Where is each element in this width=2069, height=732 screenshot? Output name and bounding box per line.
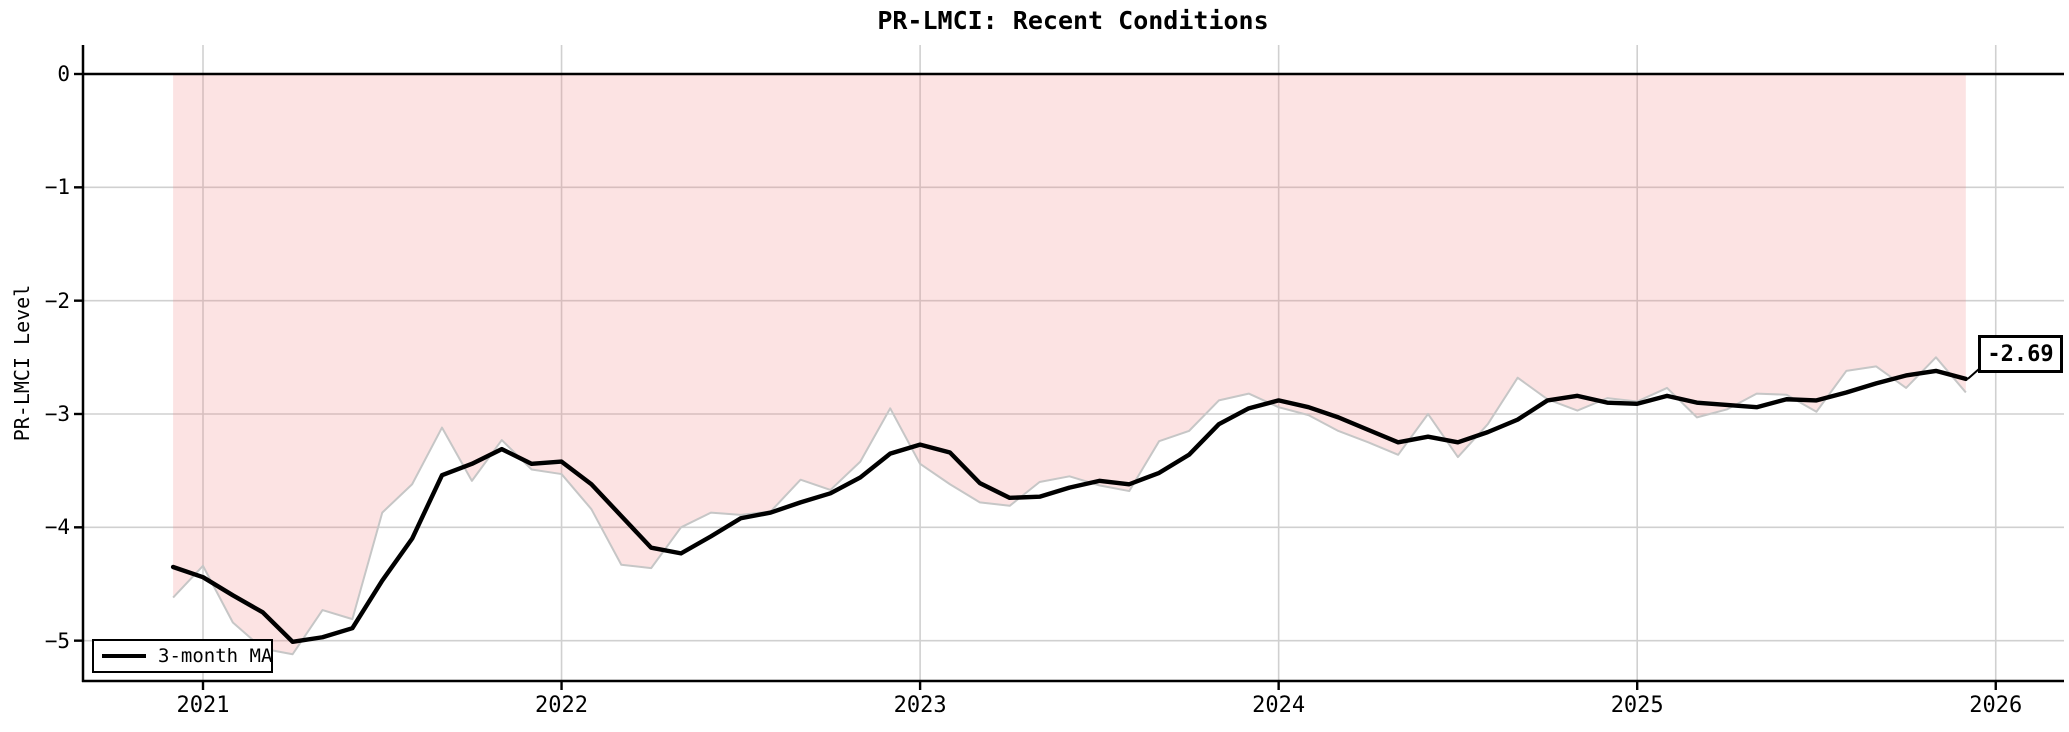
x-tick-label: 2025	[1610, 693, 1664, 718]
x-tick-label: 2021	[176, 693, 230, 718]
chart-title: PR-LMCI: Recent Conditions	[877, 6, 1269, 35]
negative-region-fill	[173, 74, 1966, 655]
x-tick-label: 2022	[535, 693, 589, 718]
legend-label: 3-month MA	[158, 645, 273, 667]
annotation-leader-line	[1967, 368, 1980, 380]
x-tick-label: 2023	[893, 693, 947, 718]
legend-line-swatch	[102, 654, 146, 658]
monthly-series-line	[172, 356, 1967, 656]
x-tick-label: 2026	[1969, 693, 2023, 718]
y-tick-label: −4	[44, 515, 70, 540]
ma-series-line	[170, 368, 1969, 644]
y-tick-label: −5	[44, 628, 70, 653]
y-tick-label: −2	[44, 288, 70, 313]
x-tick-label: 2024	[1252, 693, 1306, 718]
y-tick-label: 0	[57, 62, 70, 86]
legend: 3-month MA	[92, 639, 273, 673]
y-tick-label: −3	[44, 401, 70, 426]
last-value-annotation: -2.69	[1978, 335, 2063, 373]
y-tick-label: −1	[44, 175, 70, 200]
